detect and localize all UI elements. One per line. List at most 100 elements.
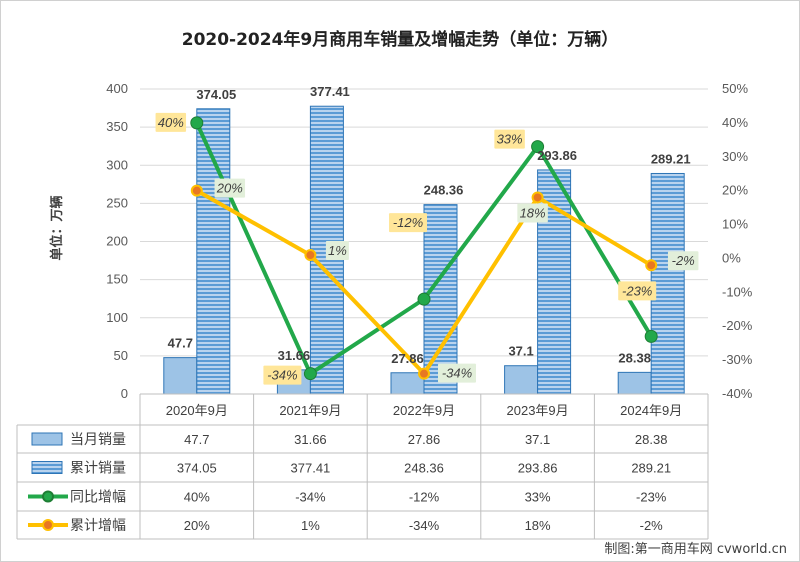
x-category-label: 2024年9月 [620, 403, 682, 418]
legend-label: 当月销量 [70, 432, 126, 448]
y2-tick-label: -30% [722, 352, 753, 367]
legend-key-monthly [31, 432, 63, 446]
y-tick-label: 150 [106, 272, 128, 287]
y2-tick-label: -10% [722, 284, 753, 299]
bar-cumulative [196, 108, 231, 395]
table-cell: 293.86 [518, 461, 558, 476]
bar-value-label: 374.05 [196, 87, 236, 102]
bar-monthly [163, 357, 198, 395]
y-axis-label: 单位：万辆 [49, 195, 65, 260]
bar-value-label: 27.86 [391, 351, 424, 366]
percent-label: -2% [672, 253, 695, 268]
table-cell: 28.38 [635, 432, 668, 447]
legend-key-marker [42, 490, 54, 503]
percent-label: 1% [328, 243, 347, 258]
point-yoy [644, 329, 658, 343]
table-cell: 27.86 [408, 432, 441, 447]
lines [190, 116, 658, 381]
chart-title: 2020-2024年9月商用车销量及增幅走势（单位：万辆） [182, 29, 619, 50]
bar-value-label: 248.36 [424, 183, 464, 198]
percent-label: -34% [442, 366, 472, 381]
table-cell: 248.36 [404, 461, 444, 476]
x-category-label: 2020年9月 [166, 403, 228, 418]
bars [163, 105, 685, 395]
x-category-label: 2021年9月 [279, 403, 341, 418]
percent-label-bg [263, 365, 302, 385]
y-tick-label: 200 [106, 234, 128, 249]
percent-label-bg [438, 363, 476, 383]
y2-tick-label: 30% [722, 149, 748, 164]
y-tick-label: 300 [106, 157, 128, 172]
legend-label: 累计销量 [70, 461, 126, 477]
y-tick-label: 100 [106, 310, 128, 325]
percent-label: -34% [267, 368, 297, 383]
legend-key-marker [42, 519, 54, 531]
bar-value-label: 293.86 [537, 148, 577, 163]
bar-value-label: 37.1 [508, 344, 533, 359]
point-yoy [303, 367, 317, 381]
data-labels: 47.7 31.66 27.86 37.1 28.38 374.05 377.41 248.3… [155, 84, 699, 385]
bar-monthly [617, 371, 652, 395]
percent-label: 40% [158, 115, 184, 130]
point-cumulative [645, 259, 658, 272]
x-category-label: 2023年9月 [507, 403, 569, 418]
percent-label: -12% [393, 215, 423, 230]
percent-label: -23% [622, 283, 652, 298]
percent-label: 20% [216, 181, 243, 196]
table-cell: 40% [184, 490, 210, 505]
y2-tick-label: 40% [722, 115, 748, 130]
table-cell: -34% [409, 518, 440, 533]
table-cell: -12% [409, 490, 440, 505]
bar-value-label: 289.21 [651, 151, 691, 166]
y-tick-label: 50 [114, 348, 128, 363]
percent-label: 33% [497, 132, 523, 147]
point-cumulative [304, 249, 317, 262]
point-yoy [531, 140, 545, 154]
bar-value-label: 31.66 [278, 348, 311, 363]
y-tick-label: 250 [106, 195, 128, 210]
percent-label-bg [389, 213, 427, 233]
y-tick-label: 350 [106, 119, 128, 134]
table-cell: 37.1 [525, 432, 550, 447]
point-cumulative [190, 184, 203, 197]
percent-label-bg [155, 112, 187, 132]
point-cumulative [418, 367, 430, 380]
table-cell: 374.05 [177, 461, 217, 476]
source-note: 制图:第一商用车网 cvworld.cn [604, 541, 787, 557]
table-cell: 47.7 [184, 432, 209, 447]
x-category-label: 2022年9月 [393, 403, 455, 418]
y2-tick-label: 10% [722, 217, 748, 232]
table-cell: 289.21 [631, 461, 671, 476]
table-cell: 1% [301, 518, 320, 533]
y-tick-label: 400 [106, 81, 128, 96]
table-cell: 33% [525, 490, 551, 505]
bar-value-label: 47.7 [168, 336, 193, 351]
y2-tick-label: 20% [722, 183, 748, 198]
table-cell: -34% [295, 490, 326, 505]
table-cell: 18% [525, 518, 551, 533]
table-cell: 31.66 [294, 432, 327, 447]
table-cell: 377.41 [291, 461, 331, 476]
percent-label-bg [214, 178, 246, 198]
table-cell: 20% [184, 518, 210, 533]
y2-tick-label: 50% [722, 81, 748, 96]
bar-value-label: 377.41 [310, 84, 350, 99]
point-yoy [190, 116, 204, 130]
table-cell: -23% [636, 490, 667, 505]
y2-tick-label: -20% [722, 318, 753, 333]
point-cumulative [531, 191, 544, 204]
bar-cumulative [650, 172, 685, 395]
legend-label: 同比增幅 [70, 490, 126, 506]
point-yoy [417, 292, 431, 306]
percent-label-bg [618, 281, 657, 301]
table-cell: -2% [640, 518, 664, 533]
bar-value-label: 28.38 [618, 350, 651, 365]
percent-label-bg [494, 129, 525, 149]
y-tick-label: 0 [121, 386, 128, 401]
percent-label-bg [325, 241, 349, 261]
percent-label: 18% [520, 205, 546, 220]
bar-monthly [504, 365, 539, 395]
percent-label-bg [517, 203, 548, 223]
